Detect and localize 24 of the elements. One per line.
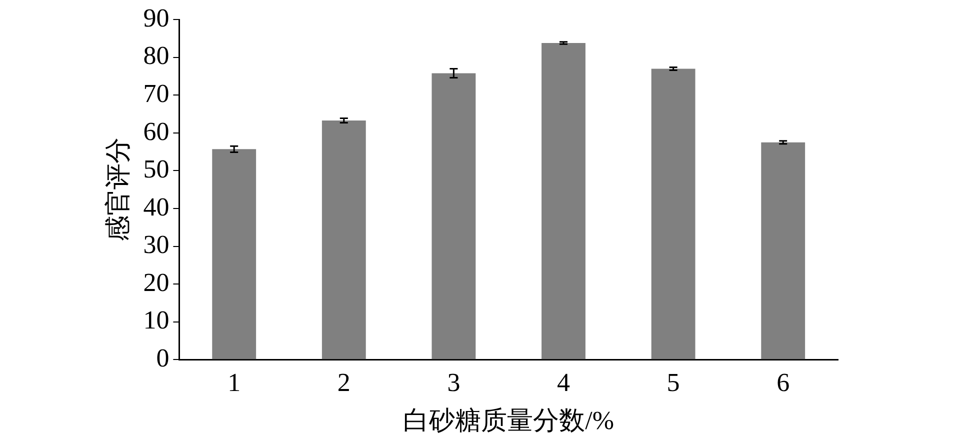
y-tick-label: 30 (143, 230, 170, 260)
y-tick-label: 60 (143, 116, 170, 146)
bar (651, 68, 696, 360)
bar (212, 149, 256, 360)
y-tick-label: 20 (143, 268, 170, 297)
y-tick-label: 80 (143, 41, 170, 70)
x-tick-label: 2 (337, 368, 350, 398)
x-tick-label: 5 (666, 368, 680, 398)
y-tick-label: 40 (143, 192, 170, 222)
y-axis-title: 感官评分 (103, 138, 132, 242)
x-tick-label: 6 (776, 368, 790, 398)
x-axis-title: 白砂糖质量分数/% (403, 406, 614, 436)
x-tick-label: 1 (228, 368, 241, 398)
y-tick-label: 90 (143, 3, 170, 32)
bar (432, 73, 476, 360)
x-tick-label: 3 (447, 368, 460, 398)
y-tick-label: 70 (143, 78, 170, 108)
bar (542, 43, 586, 360)
bar (761, 142, 806, 360)
x-tick-label: 4 (557, 368, 570, 398)
y-tick-label: 50 (143, 154, 170, 184)
y-tick-label: 10 (143, 306, 170, 335)
y-tick-label: 0 (156, 343, 170, 372)
bar (322, 120, 366, 360)
